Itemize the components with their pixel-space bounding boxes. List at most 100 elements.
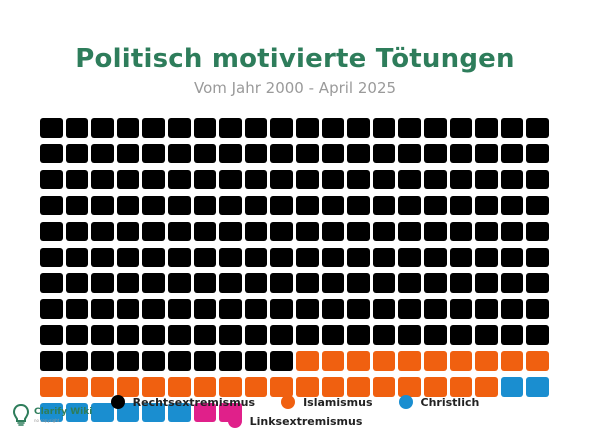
waffle-cell-rechtsextremismus [116, 273, 140, 293]
waffle-cell-rechtsextremismus [449, 325, 473, 345]
waffle-cell-rechtsextremismus [91, 143, 114, 164]
waffle-cell-rechtsextremismus [424, 247, 447, 267]
waffle-cell-rechtsextremismus [244, 118, 268, 138]
waffle-cell-rechtsextremismus [372, 221, 396, 242]
waffle-cell-christlich [168, 402, 191, 423]
waffle-cell-islamismus [91, 377, 114, 397]
legend-row-2: Linksextremismus [0, 414, 590, 428]
waffle-cell-rechtsextremismus [372, 118, 396, 138]
legend-label: Rechtsextremismus [132, 395, 256, 409]
waffle-cell-rechtsextremismus [40, 299, 63, 319]
waffle-cell-rechtsextremismus [65, 351, 89, 371]
waffle-cell-rechtsextremismus [116, 247, 140, 267]
waffle-cell-rechtsextremismus [347, 299, 370, 319]
waffle-cell-rechtsextremismus [142, 325, 165, 345]
waffle-cell-rechtsextremismus [398, 221, 421, 242]
waffle-cell-rechtsextremismus [296, 221, 319, 242]
legend-swatch [227, 414, 242, 428]
waffle-cell-rechtsextremismus [91, 273, 114, 293]
waffle-cell-rechtsextremismus [142, 169, 165, 190]
waffle-cell-rechtsextremismus [40, 195, 63, 216]
waffle-cell-rechtsextremismus [296, 299, 319, 319]
waffle-cell-rechtsextremismus [372, 247, 396, 267]
waffle-cell-rechtsextremismus [91, 221, 114, 242]
waffle-cell-rechtsextremismus [193, 195, 217, 216]
waffle-cell-rechtsextremismus [65, 247, 89, 267]
waffle-cell-rechtsextremismus [142, 221, 165, 242]
waffle-cell-rechtsextremismus [424, 273, 447, 293]
waffle-cell-rechtsextremismus [244, 273, 268, 293]
waffle-cell-christlich [116, 402, 140, 423]
waffle-cell-rechtsextremismus [116, 299, 140, 319]
waffle-cell-rechtsextremismus [116, 351, 140, 371]
waffle-cell-rechtsextremismus [475, 195, 498, 216]
legend-item-linksextremismus: Linksextremismus [227, 414, 362, 428]
waffle-cell-rechtsextremismus [372, 273, 396, 293]
legend-swatch [281, 395, 296, 409]
waffle-cell-rechtsextremismus [424, 299, 447, 319]
waffle-cell-rechtsextremismus [296, 273, 319, 293]
waffle-cell-rechtsextremismus [449, 118, 473, 138]
waffle-cell-rechtsextremismus [219, 299, 242, 319]
waffle-cell-rechtsextremismus [91, 299, 114, 319]
waffle-cell-rechtsextremismus [526, 143, 549, 164]
waffle-cell-rechtsextremismus [270, 247, 293, 267]
waffle-cell-islamismus [116, 377, 140, 397]
waffle-cell-rechtsextremismus [244, 299, 268, 319]
waffle-cell-rechtsextremismus [475, 221, 498, 242]
waffle-cell-rechtsextremismus [65, 299, 89, 319]
waffle-cell-islamismus [168, 377, 191, 397]
waffle-cell-rechtsextremismus [168, 221, 191, 242]
waffle-cell-islamismus [296, 377, 319, 397]
waffle-cell-rechtsextremismus [244, 195, 268, 216]
waffle-cell-rechtsextremismus [142, 247, 165, 267]
waffle-cell-islamismus [475, 351, 498, 371]
waffle-cell-rechtsextremismus [270, 195, 293, 216]
waffle-cell-rechtsextremismus [91, 351, 114, 371]
waffle-cell-rechtsextremismus [142, 273, 165, 293]
legend-row-1: Rechtsextremismus Islamismus Christlich [0, 395, 590, 409]
waffle-cell-rechtsextremismus [424, 169, 447, 190]
waffle-cell-rechtsextremismus [40, 169, 63, 190]
waffle-cell-rechtsextremismus [347, 195, 370, 216]
waffle-cell-rechtsextremismus [40, 273, 63, 293]
waffle-cell-islamismus [270, 377, 293, 397]
waffle-cell-islamismus [142, 377, 165, 397]
waffle-cell-rechtsextremismus [270, 273, 293, 293]
legend-item-islamismus: Islamismus [281, 395, 373, 409]
waffle-cell-rechtsextremismus [168, 273, 191, 293]
brand-tagline: no copyright [34, 417, 60, 423]
waffle-cell-rechtsextremismus [398, 118, 421, 138]
waffle-cell-rechtsextremismus [244, 143, 268, 164]
chart-subtitle: Vom Jahr 2000 - April 2025 [193, 79, 397, 97]
waffle-cell-rechtsextremismus [526, 221, 549, 242]
waffle-cell-rechtsextremismus [500, 118, 524, 138]
waffle-cell-rechtsextremismus [193, 143, 217, 164]
waffle-cell-rechtsextremismus [321, 143, 345, 164]
waffle-cell-islamismus [526, 351, 549, 371]
waffle-cell-islamismus [398, 377, 421, 397]
waffle-cell-rechtsextremismus [270, 299, 293, 319]
waffle-cell-islamismus [475, 377, 498, 397]
waffle-cell-rechtsextremismus [372, 195, 396, 216]
waffle-cell-rechtsextremismus [116, 221, 140, 242]
waffle-cell-rechtsextremismus [219, 325, 242, 345]
waffle-cell-rechtsextremismus [219, 221, 242, 242]
waffle-cell-rechtsextremismus [449, 143, 473, 164]
waffle-cell-rechtsextremismus [475, 325, 498, 345]
waffle-cell-rechtsextremismus [398, 247, 421, 267]
waffle-cell-rechtsextremismus [244, 351, 268, 371]
waffle-cell-rechtsextremismus [116, 325, 140, 345]
waffle-cell-rechtsextremismus [500, 273, 524, 293]
waffle-cell-christlich [91, 402, 114, 423]
waffle-cell-rechtsextremismus [168, 143, 191, 164]
waffle-chart [40, 118, 551, 423]
waffle-cell-rechtsextremismus [270, 143, 293, 164]
waffle-cell-islamismus [500, 351, 524, 371]
waffle-cell-islamismus [347, 377, 370, 397]
waffle-cell-rechtsextremismus [91, 169, 114, 190]
waffle-cell-rechtsextremismus [193, 325, 217, 345]
waffle-cell-rechtsextremismus [321, 195, 345, 216]
waffle-cell-rechtsextremismus [219, 195, 242, 216]
waffle-cell-islamismus [219, 377, 242, 397]
